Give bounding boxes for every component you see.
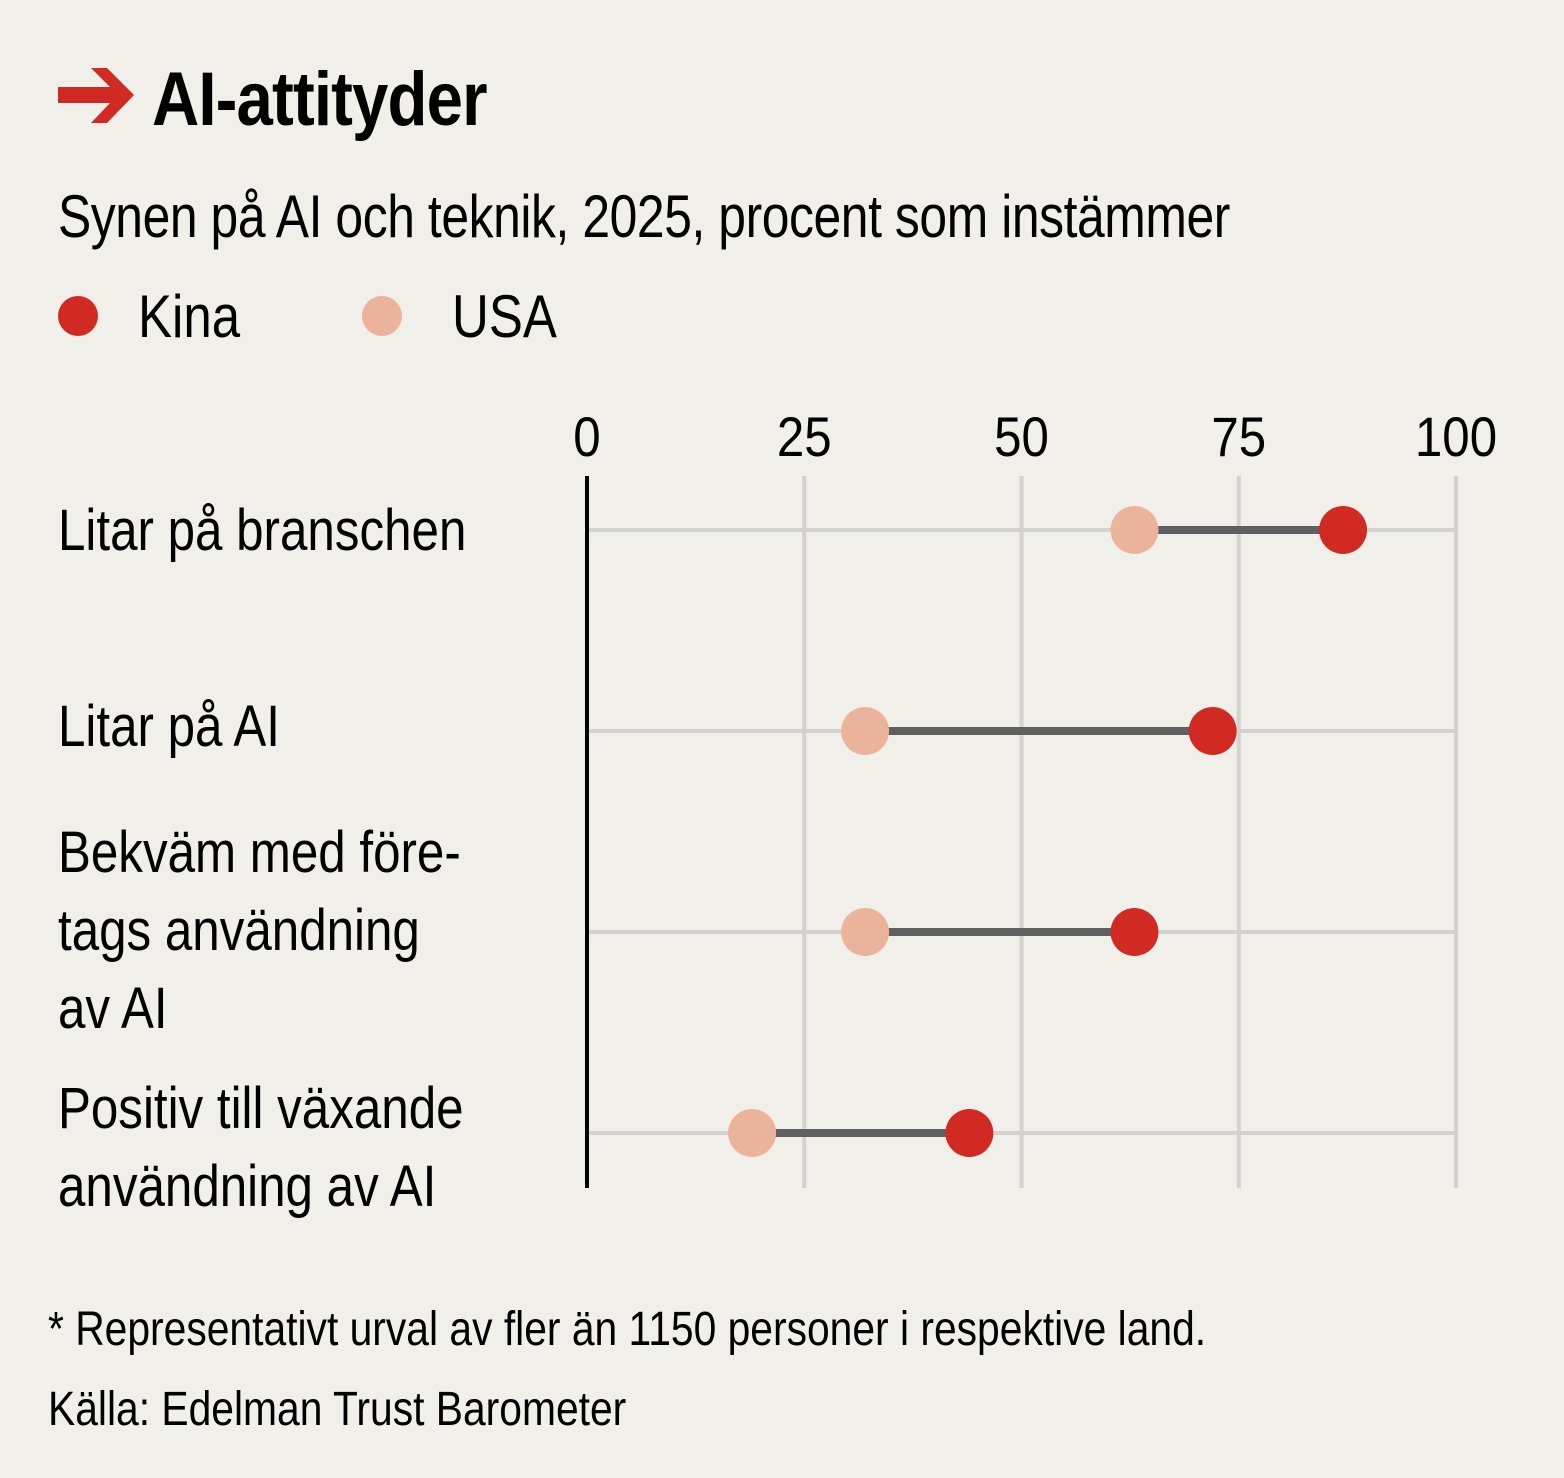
- usa-point: [1110, 506, 1159, 554]
- row-label: Positiv till växande användning av AI: [58, 1076, 464, 1219]
- legend-kina-label: Kina: [138, 283, 241, 350]
- legend-usa-label: USA: [452, 283, 557, 350]
- row-label: Litar på AI: [58, 694, 280, 759]
- kina-point: [1188, 707, 1237, 755]
- footnote: * Representativt urval av fler än 1150 p…: [48, 1303, 1207, 1356]
- usa-point: [841, 908, 890, 956]
- kina-point: [1110, 908, 1159, 956]
- chart-subtitle: Synen på AI och teknik, 2025, procent so…: [58, 183, 1230, 250]
- usa-point: [728, 1109, 777, 1157]
- x-tick-label: 25: [777, 406, 832, 469]
- x-tick-label: 0: [573, 406, 600, 469]
- arrow-icon: [58, 68, 138, 133]
- source: Källa: Edelman Trust Barometer: [48, 1383, 627, 1436]
- kina-point: [1319, 506, 1368, 554]
- row-label: Bekväm med före- tags användning av AI: [58, 820, 461, 1041]
- usa-point: [841, 707, 890, 755]
- kina-point: [945, 1109, 994, 1157]
- x-tick-label: 50: [994, 406, 1049, 469]
- x-tick-label: 100: [1415, 406, 1497, 469]
- legend-usa-marker: [362, 296, 402, 336]
- chart-title: AI-attityder: [152, 57, 488, 142]
- row-label: Litar på branschen: [58, 498, 467, 563]
- legend-kina-marker: [58, 296, 98, 336]
- x-tick-label: 75: [1211, 406, 1266, 469]
